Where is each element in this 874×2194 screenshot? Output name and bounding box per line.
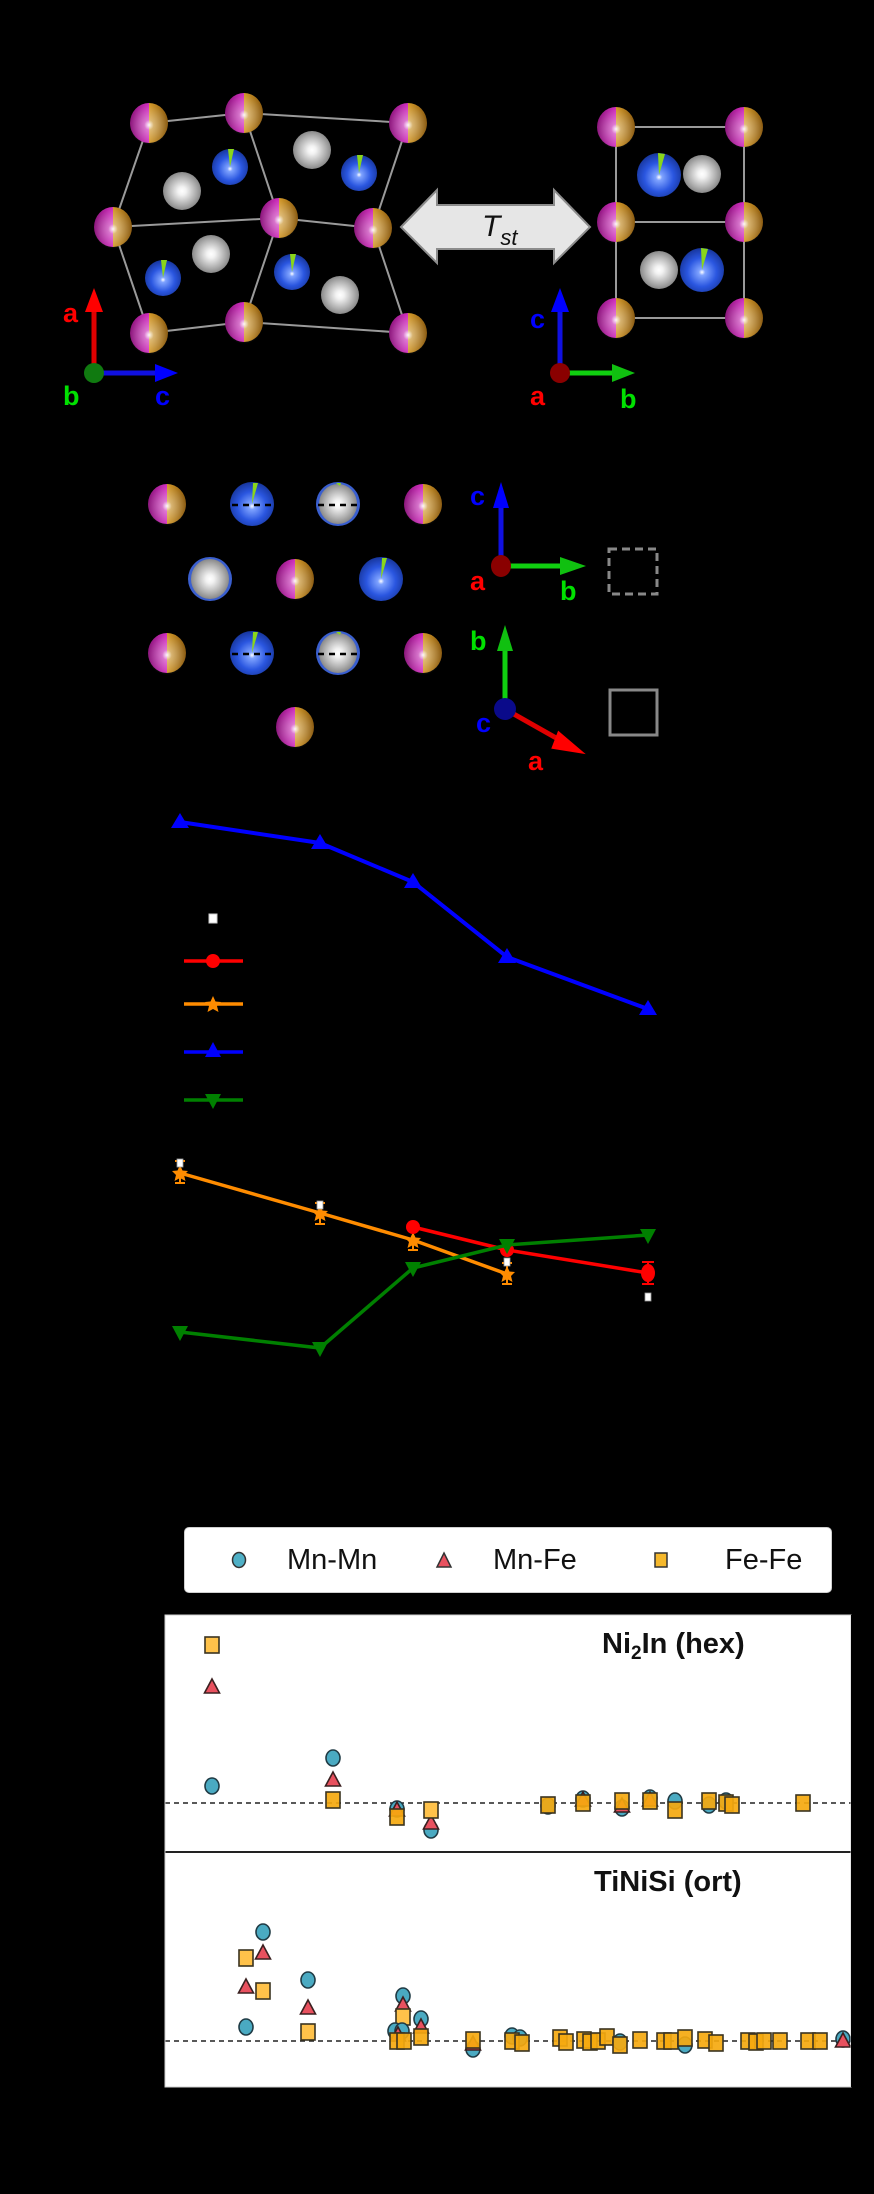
axis-label-b: b — [470, 626, 487, 656]
series-reference — [176, 1158, 652, 1302]
blue-atom-in-plane — [230, 482, 274, 526]
ort-axes-triad: c a b — [530, 288, 637, 414]
axis-label-b: b — [620, 384, 637, 414]
projection-axes-triad-1: c a b — [470, 481, 659, 606]
series-green — [172, 1229, 656, 1357]
triangle-marker-icon — [435, 1551, 453, 1568]
axis-label-a: a — [528, 746, 544, 776]
legend-label: Mn-Mn — [287, 1543, 378, 1576]
legend-marker-green-triangle — [205, 1094, 221, 1109]
axis-label-b: b — [560, 576, 577, 606]
legend-marker-blue-triangle — [205, 1042, 221, 1057]
legend-item-fe-fe: Fe-Fe — [653, 1528, 802, 1592]
dashed-cell-icon — [607, 547, 659, 596]
blue-atom-in-plane — [230, 631, 274, 675]
solid-cell-icon — [608, 688, 659, 737]
axis-label-a: a — [530, 381, 546, 411]
gray-atom — [188, 557, 232, 601]
axis-label-c: c — [470, 481, 485, 511]
scatter-legend: Mn-Mn Mn-Fe Fe-Fe — [184, 1527, 832, 1593]
axis-label-a: a — [470, 566, 486, 596]
line-chart — [171, 813, 657, 1357]
transition-arrow: Tst — [399, 187, 592, 266]
legend-item-mn-mn: Mn-Mn — [231, 1528, 377, 1592]
projection-axes-triad-2: b c a — [470, 625, 659, 776]
gray-atom-in-plane — [316, 482, 360, 526]
circle-marker-icon — [231, 1551, 247, 1569]
axis-label-a: a — [63, 298, 79, 328]
ort-structure — [597, 107, 763, 340]
gray-atom-in-plane — [316, 631, 360, 675]
panel-title-hex: Ni2In (hex) — [602, 1628, 745, 1664]
hex-structure — [94, 93, 427, 355]
tst-label: Tst — [482, 210, 518, 250]
axis-label-c: c — [530, 304, 545, 334]
legend-item-mn-fe: Mn-Fe — [435, 1528, 577, 1592]
legend-marker-red-circle — [206, 954, 220, 968]
axis-label-c: c — [155, 381, 170, 411]
projection-structure — [148, 482, 442, 749]
series-blue — [171, 813, 657, 1015]
chart-legend — [184, 913, 243, 1109]
scatter-points-ort — [237, 1923, 852, 2058]
legend-label: Fe-Fe — [725, 1543, 803, 1576]
panel-title-ort: TiNiSi (ort) — [594, 1866, 742, 1898]
scatter-points-hex — [203, 1636, 811, 1839]
hex-axes-triad: a b c — [63, 288, 178, 411]
legend-marker-reference — [208, 913, 218, 924]
blue-atom — [359, 557, 403, 601]
axis-label-c: c — [476, 708, 491, 738]
square-marker-icon — [654, 1552, 668, 1568]
legend-marker-orange-star — [205, 996, 221, 1012]
axis-label-b: b — [63, 381, 80, 411]
legend-label: Mn-Fe — [493, 1543, 577, 1576]
